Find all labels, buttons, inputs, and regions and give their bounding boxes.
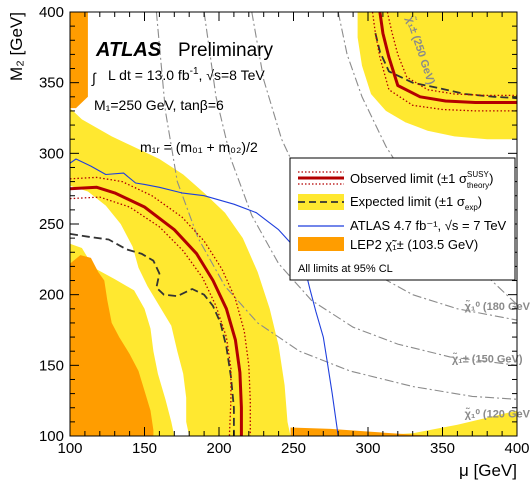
legend-atlas7-label: ATLAS 4.7 fb⁻¹, √s = 7 TeV xyxy=(350,218,507,233)
regions-layer xyxy=(70,12,517,436)
curve-observed-top-right xyxy=(378,12,517,104)
legend: Observed limit (±1 σSUSY theory) Expected… xyxy=(289,157,516,281)
curve-observed-top-right-minus xyxy=(371,12,517,112)
axes-layer: 100 150 200 250 300 350 400 100 150 200 250 300 350 4… xyxy=(7,4,530,480)
legend-expected-swatch xyxy=(298,194,344,210)
region-lep2-left-strip xyxy=(70,12,88,109)
reference-line-chargino-150 xyxy=(203,12,517,366)
y-tick-label: 350 xyxy=(39,75,64,92)
legend-expected-label: Expected limit (±1 σexp) xyxy=(350,194,482,212)
x-tick-label: 350 xyxy=(430,440,455,457)
legend-note: All limits at 95% CL xyxy=(298,263,393,275)
x-tick-label: 100 xyxy=(57,440,82,457)
y-tick-label: 150 xyxy=(39,357,64,374)
luminosity-label: L dt = 13.0 fb-1, √s=8 TeV xyxy=(108,66,265,83)
contour-label-3: χ̃₁± (150 GeV) xyxy=(452,353,523,366)
y-tick-label: 300 xyxy=(39,145,64,162)
atlas-tag: ATLAS xyxy=(95,39,162,61)
contour-label-2: χ̃₁⁰ (180 GeV) xyxy=(465,300,530,313)
x-tick-label: 200 xyxy=(206,440,231,457)
legend-lep2-swatch xyxy=(298,237,344,251)
reference-line-neutralino-180 xyxy=(251,12,517,321)
reference-line-neutralino-120 xyxy=(155,12,517,400)
region-lep2-bottom-right xyxy=(290,427,443,436)
x-tick-label: 250 xyxy=(281,440,306,457)
integral-sign: ∫ xyxy=(91,70,97,86)
y-tick-label: 250 xyxy=(39,216,64,233)
region-yellow-right-tail xyxy=(368,410,517,436)
x-tick-label: 400 xyxy=(504,440,529,457)
legend-observed-label: Observed limit (±1 σSUSY theory) xyxy=(350,170,493,190)
y-axis-title: M₂ [GeV] xyxy=(7,12,26,81)
preliminary-label: Preliminary xyxy=(178,40,274,61)
legend-observed-swatch xyxy=(298,171,344,185)
model-parameters: M₁=250 GeV, tanβ=6 xyxy=(94,97,224,113)
curve-expected xyxy=(70,233,235,436)
curve-expected-top-right xyxy=(374,32,517,100)
region-lep2-left-block xyxy=(70,255,154,436)
y-tick-label: 100 xyxy=(39,428,64,445)
mass-formula: m₁ᵣ = (m₀₁ + m₀₂)/2 xyxy=(140,139,258,155)
chart-header: ATLAS Preliminary ∫ L dt = 13.0 fb-1, √s… xyxy=(91,39,274,155)
series-layer xyxy=(70,12,517,436)
curve-observed xyxy=(70,185,243,436)
y-tick-label: 200 xyxy=(39,287,64,304)
contour-label-4: χ̃₁⁰ (120 GeV) xyxy=(465,408,530,421)
x-tick-label: 300 xyxy=(355,440,380,457)
curve-observed-minus-1sigma xyxy=(70,196,232,436)
curve-observed-plus-1sigma xyxy=(70,176,251,436)
region-yellow-top-right xyxy=(357,12,517,140)
x-axis-title: μ [GeV] xyxy=(459,461,517,480)
legend-lep2-label: LEP2 χ̃₁± (103.5 GeV) xyxy=(350,237,478,252)
curve-atlas7 xyxy=(70,158,339,436)
y-tick-label: 400 xyxy=(39,4,64,21)
x-tick-label: 150 xyxy=(132,440,157,457)
